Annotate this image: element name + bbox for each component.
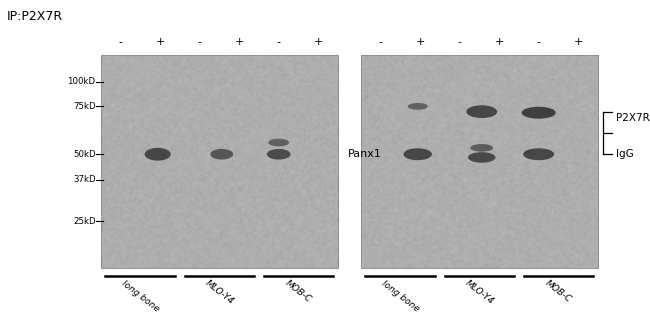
Text: -: - [458,37,461,47]
Ellipse shape [471,144,493,152]
Bar [101,55,338,268]
Ellipse shape [523,148,554,160]
Text: +: + [573,37,583,47]
Text: -: - [118,37,122,47]
Ellipse shape [266,149,291,160]
Text: long bone: long bone [380,279,421,313]
Ellipse shape [466,105,497,118]
Text: MOB-C: MOB-C [543,279,573,304]
Text: MLO-Y4: MLO-Y4 [203,279,235,306]
Text: +: + [313,37,323,47]
Text: +: + [155,37,164,47]
Ellipse shape [145,148,171,161]
Text: -: - [277,37,281,47]
Text: -: - [378,37,382,47]
Text: +: + [235,37,244,47]
Text: +: + [495,37,504,47]
Bar [361,55,598,268]
Ellipse shape [468,152,495,163]
Text: 25kD: 25kD [73,217,96,226]
Text: -: - [537,37,541,47]
Text: 50kD: 50kD [73,150,96,159]
Text: IP:P2X7R: IP:P2X7R [6,10,62,23]
Text: 37kD: 37kD [73,175,96,184]
Text: -: - [198,37,202,47]
Text: IgG: IgG [616,149,633,159]
Text: MLO-Y4: MLO-Y4 [463,279,495,306]
Ellipse shape [268,139,289,146]
Ellipse shape [521,107,556,119]
Text: P2X7R: P2X7R [616,113,649,123]
Text: Panx1: Panx1 [348,149,382,159]
Text: +: + [415,37,424,47]
Text: 100kD: 100kD [68,77,96,86]
Text: MOB-C: MOB-C [283,279,313,304]
Ellipse shape [404,148,432,160]
Ellipse shape [408,103,428,110]
Text: long bone: long bone [120,279,161,313]
Ellipse shape [211,149,233,160]
Text: 75kD: 75kD [73,102,96,111]
